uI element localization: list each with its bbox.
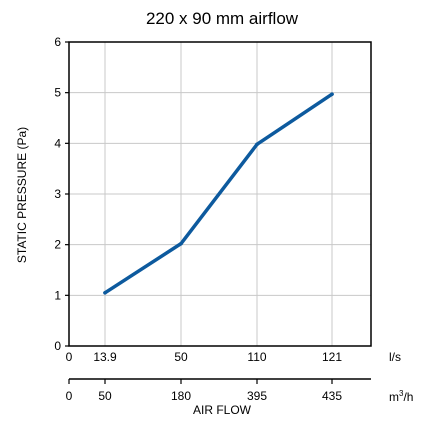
x-axis-secondary-unit-sup: 3 bbox=[399, 389, 404, 398]
x-secondary-tick-label: 180 bbox=[171, 389, 191, 403]
data-point bbox=[179, 241, 183, 246]
x-secondary-tick-label: 435 bbox=[322, 389, 342, 403]
chart-title: 220 x 90 mm airflow bbox=[146, 9, 299, 28]
x-axis-secondary-unit: m3/h bbox=[389, 389, 413, 404]
x-primary-tick-label: 121 bbox=[322, 350, 342, 364]
series bbox=[103, 92, 334, 295]
series-line bbox=[103, 92, 334, 295]
y-tick-label: 2 bbox=[54, 238, 61, 252]
y-axis-label: STATIC PRESSURE (Pa) bbox=[15, 127, 29, 263]
x-axis-secondary-unit-base: m bbox=[389, 390, 399, 404]
x-axis-label: AIR FLOW bbox=[193, 403, 252, 417]
x-primary-tick-label: 50 bbox=[174, 350, 188, 364]
x-secondary-tick-label: 395 bbox=[247, 389, 267, 403]
axes bbox=[65, 41, 372, 384]
y-tick-label: 3 bbox=[54, 187, 61, 201]
y-tick-label: 1 bbox=[54, 288, 61, 302]
x-axis-primary-unit: l/s bbox=[389, 350, 401, 364]
tick-labels: 0 1 2 3 4 5 6 0 13.9 50 110 121 0 50 180 395 435 bbox=[54, 35, 342, 403]
y-tick-label: 4 bbox=[54, 136, 61, 150]
x-secondary-tick-label: 0 bbox=[66, 389, 73, 403]
x-primary-tick-label: 13.9 bbox=[93, 350, 117, 364]
data-point bbox=[103, 291, 107, 295]
data-point bbox=[330, 92, 334, 96]
y-tick-label: 6 bbox=[54, 35, 61, 49]
x-secondary-tick-label: 50 bbox=[98, 389, 112, 403]
y-tick-label: 0 bbox=[54, 339, 61, 353]
x-primary-tick-label: 0 bbox=[66, 350, 73, 364]
y-tick-label: 5 bbox=[54, 86, 61, 100]
x-primary-tick-label: 110 bbox=[247, 350, 266, 364]
data-point bbox=[255, 142, 259, 147]
x-axis-secondary-unit-tail: /h bbox=[403, 390, 413, 404]
